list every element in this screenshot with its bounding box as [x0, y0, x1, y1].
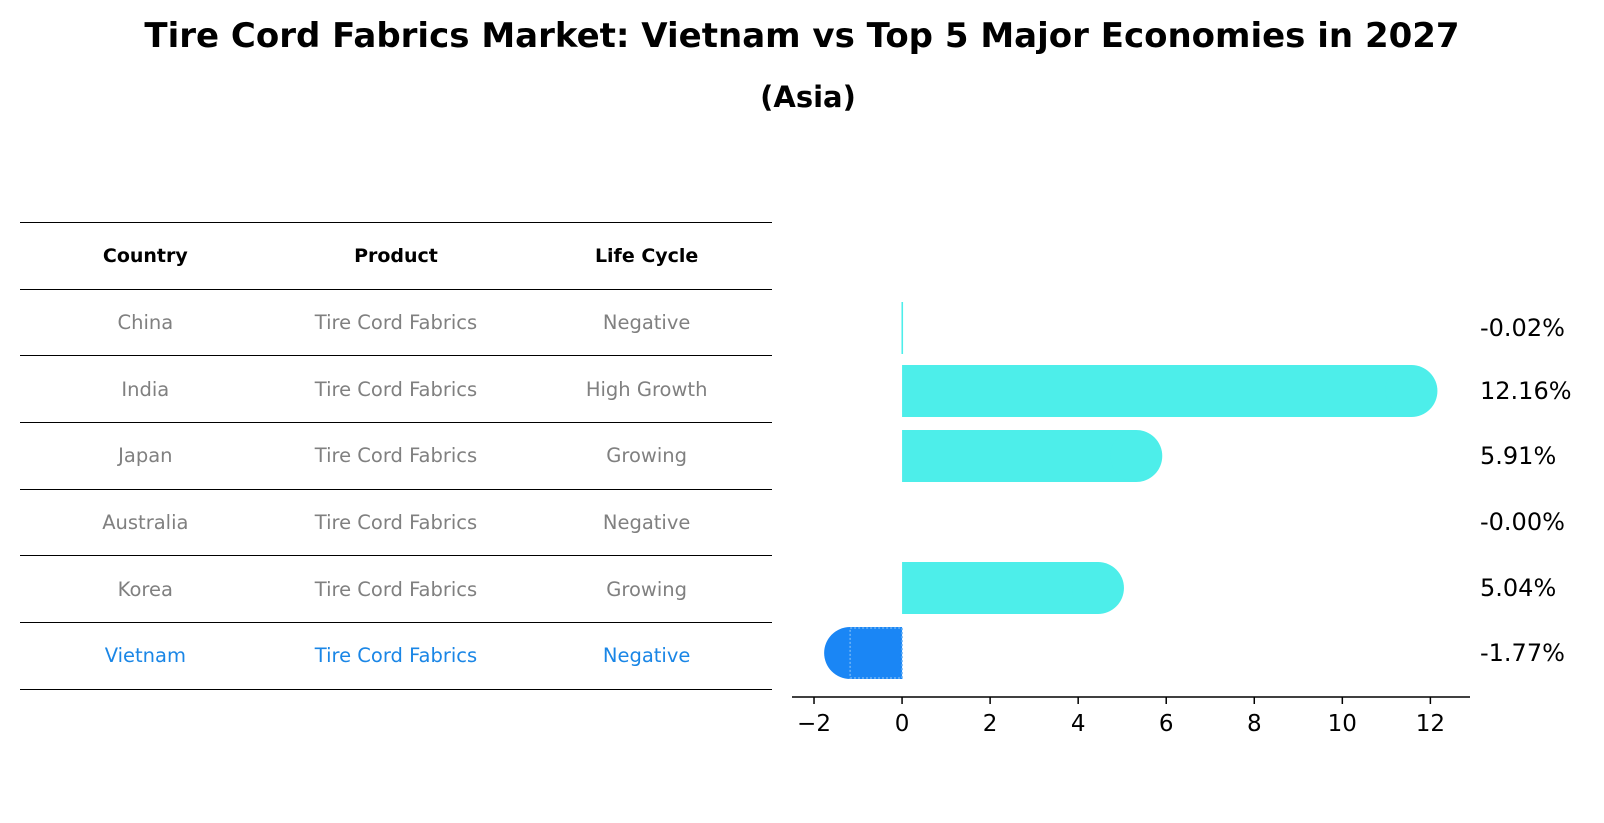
chart-subtitle: (Asia) [760, 80, 856, 114]
cell-product: Tire Cord Fabrics [314, 644, 478, 668]
value-label-australia: -0.00% [1480, 508, 1565, 536]
value-label-vietnam: -1.77% [1480, 639, 1565, 667]
bar-vietnam [824, 627, 903, 679]
x-tick-label: 4 [1071, 711, 1086, 737]
table-row-highlight: Vietnam Tire Cord Fabrics Negative [20, 623, 772, 690]
cell-product: Tire Cord Fabrics [314, 377, 478, 401]
cell-life-cycle: Negative [602, 311, 691, 335]
x-tick-label: 6 [1159, 711, 1174, 737]
cell-country: Korea [117, 577, 173, 601]
value-label-japan: 5.91% [1480, 442, 1556, 470]
cell-life-cycle: Negative [602, 644, 691, 668]
value-label-china: -0.02% [1480, 314, 1565, 342]
cell-product: Tire Cord Fabrics [314, 577, 478, 601]
cell-life-cycle: Negative [602, 511, 691, 535]
bar-india [902, 365, 1438, 417]
x-tick-label: 12 [1416, 711, 1445, 737]
table-header-row: Country Product Life Cycle [20, 223, 772, 290]
table-row: India Tire Cord Fabrics High Growth [20, 356, 772, 424]
x-tick-label: −2 [797, 711, 831, 737]
cell-product: Tire Cord Fabrics [314, 511, 478, 535]
cell-country: India [121, 377, 170, 401]
chart-title: Tire Cord Fabrics Market: Vietnam vs Top… [144, 16, 1460, 56]
cell-product: Tire Cord Fabrics [314, 311, 478, 335]
cell-life-cycle: Growing [606, 577, 687, 601]
cell-country: Japan [118, 444, 173, 468]
bar-china [901, 302, 904, 354]
cell-country: China [117, 311, 174, 335]
header-product: Product [354, 244, 438, 267]
bar-japan [902, 430, 1163, 482]
table-row: Japan Tire Cord Fabrics Growing [20, 423, 772, 490]
cell-country: Vietnam [104, 644, 186, 668]
header-life-cycle: Life Cycle [594, 244, 699, 267]
header-country: Country [102, 244, 188, 267]
cell-life-cycle: Growing [606, 444, 687, 468]
cell-country: Australia [102, 511, 189, 535]
x-tick-label: 2 [983, 711, 998, 737]
bar-korea [902, 562, 1124, 614]
table-row: China Tire Cord Fabrics Negative [20, 290, 772, 357]
value-label-korea: 5.04% [1480, 574, 1556, 602]
table-row: Korea Tire Cord Fabrics Growing [20, 556, 772, 624]
table-row: Australia Tire Cord Fabrics Negative [20, 490, 772, 557]
x-tick-label: 8 [1247, 711, 1262, 737]
value-label-india: 12.16% [1480, 377, 1572, 405]
x-tick-label: 10 [1328, 711, 1357, 737]
cell-life-cycle: High Growth [585, 377, 708, 401]
x-tick-label: 0 [895, 711, 910, 737]
comparison-table: Country Product Life Cycle China Tire Co… [20, 222, 772, 690]
cell-product: Tire Cord Fabrics [314, 444, 478, 468]
